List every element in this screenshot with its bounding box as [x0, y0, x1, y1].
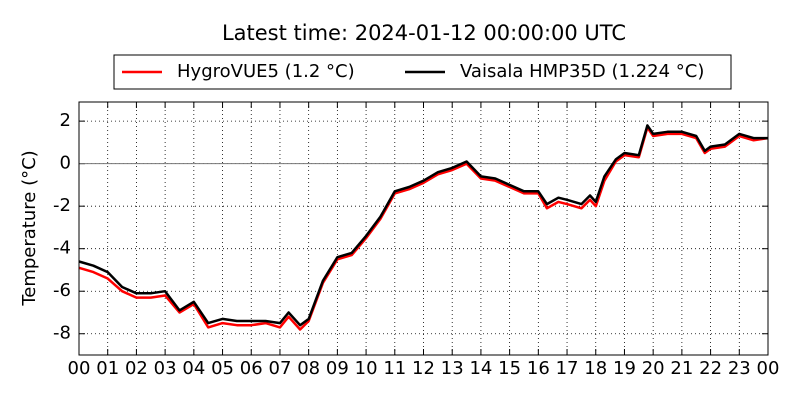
x-tick-label: 06	[240, 358, 263, 379]
x-tick-label: 21	[670, 358, 693, 379]
x-tick-label: 00	[68, 358, 91, 379]
x-tick-label: 03	[154, 358, 177, 379]
plot-frame	[78, 101, 769, 356]
x-tick-label: 16	[527, 358, 550, 379]
x-tick-label: 08	[297, 358, 320, 379]
y-axis-label: Temperature (°C)	[19, 150, 40, 306]
x-tick-label: 04	[182, 358, 205, 379]
y-tick-label: -6	[53, 280, 71, 301]
x-tick-label: 11	[383, 358, 406, 379]
x-tick-label: 19	[613, 358, 636, 379]
x-tick-label: 05	[211, 358, 234, 379]
x-tick-label: 14	[469, 358, 492, 379]
x-tick-label: 18	[584, 358, 607, 379]
y-tick-label: 0	[60, 153, 71, 174]
x-tick-label: 12	[412, 358, 435, 379]
series-line	[78, 124, 768, 327]
legend-label: HygroVUE5 (1.2 °C)	[177, 61, 355, 82]
y-tick-label: -2	[53, 195, 71, 216]
y-tick-label: 2	[60, 110, 71, 131]
x-tick-label: 13	[441, 358, 464, 379]
x-tick-label: 02	[125, 358, 148, 379]
x-tick-label: 00	[757, 358, 780, 379]
x-tick-label: 07	[269, 358, 292, 379]
x-tick-label: 22	[699, 358, 722, 379]
y-tick-label: -4	[53, 238, 71, 259]
series-line	[78, 126, 769, 331]
legend-label: Vaisala HMP35D (1.224 °C)	[460, 61, 704, 82]
x-tick-label: 15	[498, 358, 521, 379]
x-tick-label: 17	[556, 358, 579, 379]
x-tick-label: 23	[728, 358, 751, 379]
x-tick-label: 10	[355, 358, 378, 379]
x-tick-label: 20	[642, 358, 665, 379]
y-tick-label: -8	[53, 323, 71, 344]
x-tick-label: 09	[326, 358, 349, 379]
x-tick-label: 01	[96, 358, 119, 379]
chart-title: Latest time: 2024-01-12 00:00:00 UTC	[222, 21, 626, 45]
